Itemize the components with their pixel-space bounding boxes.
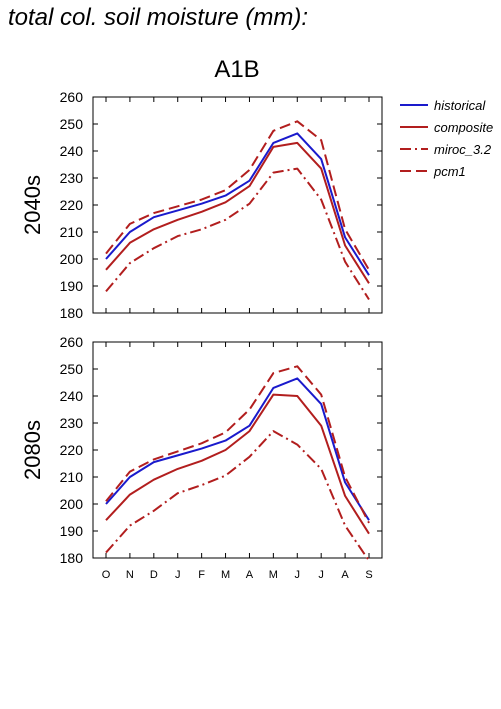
panel-2080s: 180 190 200 210 220 230 240 250 260 O N D J F M A M J J A S 2…: [20, 334, 383, 581]
y-tick-label: 180: [60, 305, 84, 321]
page-title: total col. soil moisture (mm):: [8, 4, 309, 31]
x-tick-label: M: [221, 569, 230, 581]
y-tick-label: 260: [60, 334, 84, 350]
x-tick-label: D: [150, 569, 158, 581]
series-line-miroc-3-2: [105, 167, 370, 301]
y-tick-label: 200: [60, 251, 84, 267]
x-tick-label: A: [341, 569, 349, 581]
legend-label: composite: [434, 120, 493, 135]
y-tick-label: 260: [60, 89, 84, 105]
y-tick-label: 230: [60, 415, 84, 431]
legend-label: miroc_3.2: [434, 142, 492, 157]
x-tick-label: O: [102, 569, 111, 581]
y-tick-label: 200: [60, 496, 84, 512]
x-tick-label: J: [295, 569, 301, 581]
y-axis-label: 2080s: [20, 420, 45, 480]
series-line-composite: [105, 393, 370, 535]
y-tick-label: 220: [60, 197, 84, 213]
series-line-composite: [105, 141, 370, 284]
y-tick-label: 180: [60, 550, 84, 566]
panel-2040s: 180 190 200 210 220 230 240 250 260 2040s: [20, 89, 383, 321]
y-tick-label: 230: [60, 170, 84, 186]
y-tick-label: 240: [60, 143, 84, 159]
y-tick-label: 250: [60, 116, 84, 132]
legend: historical composite miroc_3.2 pcm1: [400, 98, 493, 179]
y-tick-label: 240: [60, 388, 84, 404]
series-line-miroc-3-2: [105, 430, 370, 562]
y-tick-label: 220: [60, 442, 84, 458]
series-line-historical: [105, 377, 370, 521]
y-tick-label: 190: [60, 523, 84, 539]
series-line-pcm1: [105, 120, 370, 271]
y-axis-label: 2040s: [20, 175, 45, 235]
x-tick-label: S: [365, 569, 372, 581]
x-tick-label: F: [198, 569, 205, 581]
x-tick-label: A: [246, 569, 254, 581]
x-tick-label: J: [318, 569, 324, 581]
series-line-pcm1: [105, 365, 370, 524]
x-tick-label: J: [175, 569, 181, 581]
y-tick-label: 210: [60, 469, 84, 485]
series-line-historical: [105, 132, 370, 276]
x-tick-label: M: [269, 569, 278, 581]
scenario-title: A1B: [214, 56, 260, 83]
legend-label: historical: [434, 98, 486, 113]
y-tick-label: 250: [60, 361, 84, 377]
legend-label: pcm1: [433, 164, 466, 179]
y-tick-label: 190: [60, 278, 84, 294]
plot-frame: [92, 341, 383, 559]
x-tick-label: N: [126, 569, 134, 581]
y-tick-label: 210: [60, 224, 84, 240]
